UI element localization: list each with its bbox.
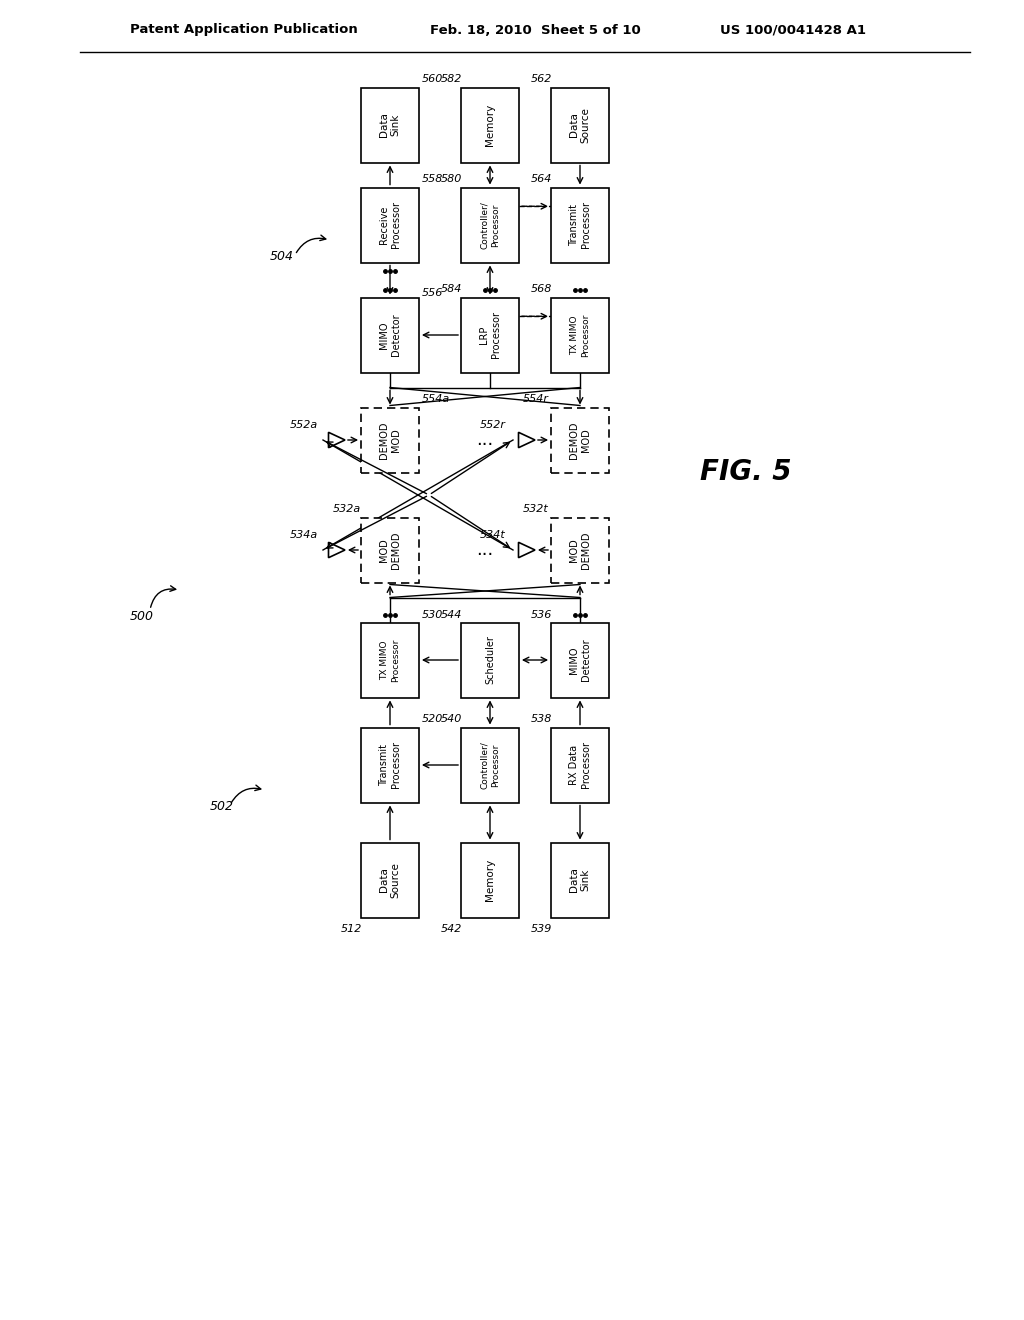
Text: 520: 520 [422,714,443,725]
Text: 534t: 534t [480,531,506,540]
Text: 500: 500 [130,610,154,623]
FancyBboxPatch shape [551,517,609,582]
Text: Data
Source: Data Source [379,862,400,898]
Text: Memory: Memory [485,859,495,902]
FancyBboxPatch shape [361,517,419,582]
FancyBboxPatch shape [551,842,609,917]
Text: ...: ... [476,432,494,449]
Text: LRP
Processor: LRP Processor [479,312,501,359]
Text: 558: 558 [422,174,443,185]
Text: Data
Sink: Data Sink [569,867,591,892]
Text: TX MIMO
Processor: TX MIMO Processor [380,639,399,681]
Text: 532t: 532t [523,504,549,515]
Text: 560: 560 [422,74,443,84]
Text: 582: 582 [441,74,463,84]
Text: US 100/0041428 A1: US 100/0041428 A1 [720,24,866,37]
Text: 512: 512 [341,924,362,935]
Text: Memory: Memory [485,104,495,147]
Text: Data
Sink: Data Sink [379,112,400,137]
Text: Controller/
Processor: Controller/ Processor [480,741,500,789]
Text: 540: 540 [441,714,463,725]
FancyBboxPatch shape [361,297,419,372]
Text: 568: 568 [531,285,552,294]
FancyBboxPatch shape [361,187,419,263]
Text: RX Data
Processor: RX Data Processor [569,742,591,788]
FancyBboxPatch shape [551,87,609,162]
Text: Transmit
Processor: Transmit Processor [569,202,591,248]
Text: 580: 580 [441,174,463,185]
Text: Receive
Processor: Receive Processor [379,202,400,248]
Text: DEMOD
MOD: DEMOD MOD [569,421,591,459]
FancyBboxPatch shape [461,87,519,162]
Text: Feb. 18, 2010  Sheet 5 of 10: Feb. 18, 2010 Sheet 5 of 10 [430,24,641,37]
Text: 534a: 534a [290,531,318,540]
Text: MOD
DEMOD: MOD DEMOD [569,531,591,569]
Text: 538: 538 [531,714,552,725]
FancyBboxPatch shape [461,297,519,372]
Text: 502: 502 [210,800,234,813]
FancyBboxPatch shape [551,187,609,263]
Text: 552r: 552r [480,420,506,430]
Text: Transmit
Processor: Transmit Processor [379,742,400,788]
Text: Data
Source: Data Source [569,107,591,143]
Text: 504: 504 [270,249,294,263]
Text: 532a: 532a [333,504,361,515]
Text: Controller/
Processor: Controller/ Processor [480,201,500,249]
Text: 552a: 552a [290,420,318,430]
Text: Scheduler: Scheduler [485,635,495,685]
FancyBboxPatch shape [361,408,419,473]
Text: TX MIMO
Processor: TX MIMO Processor [570,313,590,356]
FancyBboxPatch shape [551,408,609,473]
FancyBboxPatch shape [361,623,419,697]
Text: MOD
DEMOD: MOD DEMOD [379,531,400,569]
Text: 536: 536 [531,610,552,619]
FancyBboxPatch shape [361,727,419,803]
FancyBboxPatch shape [461,842,519,917]
Text: 530: 530 [422,610,443,619]
Text: 564: 564 [531,174,552,185]
Text: 562: 562 [531,74,552,84]
FancyBboxPatch shape [551,623,609,697]
Text: 556: 556 [422,288,443,297]
Text: MIMO
Detector: MIMO Detector [379,314,400,356]
Text: 554a: 554a [422,395,451,404]
FancyBboxPatch shape [461,727,519,803]
FancyBboxPatch shape [361,87,419,162]
Text: DEMOD
MOD: DEMOD MOD [379,421,400,459]
Text: 539: 539 [531,924,552,935]
Text: Patent Application Publication: Patent Application Publication [130,24,357,37]
FancyBboxPatch shape [461,623,519,697]
FancyBboxPatch shape [551,297,609,372]
Text: MIMO
Detector: MIMO Detector [569,639,591,681]
Text: 584: 584 [441,285,463,294]
Text: ...: ... [476,541,494,558]
Text: 554r: 554r [523,395,549,404]
FancyBboxPatch shape [551,727,609,803]
Text: FIG. 5: FIG. 5 [700,458,792,486]
FancyBboxPatch shape [461,187,519,263]
Text: 542: 542 [441,924,463,935]
Text: 544: 544 [441,610,463,619]
FancyBboxPatch shape [361,842,419,917]
